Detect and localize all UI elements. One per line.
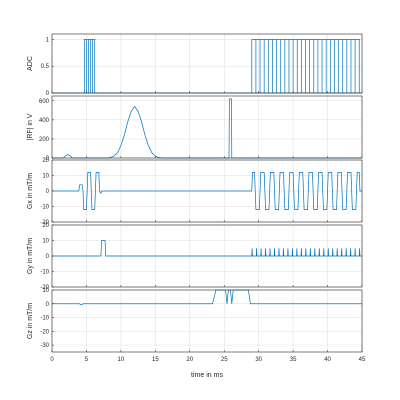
x-tick-label: 5 <box>85 357 89 363</box>
x-tick-label: 30 <box>255 357 262 363</box>
y-tick-label: -10 <box>40 205 49 211</box>
x-tick-label: 40 <box>324 357 331 363</box>
y-tick-label: 10 <box>42 174 49 180</box>
y-tick-label: 0.5 <box>41 64 50 70</box>
y-tick-label: 20 <box>42 158 49 164</box>
y-tick-label: 0 <box>46 156 50 162</box>
x-tick-label: 20 <box>186 357 193 363</box>
x-tick-label: 15 <box>152 357 159 363</box>
y-tick-label: -20 <box>40 329 49 335</box>
y-tick-label: -10 <box>40 316 49 322</box>
series-line-4-1 <box>52 240 362 257</box>
series-line-3-1 <box>52 172 362 210</box>
x-tick-label: 45 <box>359 357 366 363</box>
series-line-1-1 <box>52 39 362 94</box>
subplot-5: -30 -20 -10 0 10 Gz in mT/m <box>27 288 363 353</box>
subplot-3: -20 -10 0 10 20 Gx in mT/m <box>27 158 363 226</box>
subplot-2: 0 200 400 600 |RF| in V <box>27 95 363 162</box>
y-axis-label: |RF| in V <box>27 113 34 140</box>
y-tick-label: 1 <box>46 37 50 43</box>
y-tick-label: 10 <box>42 239 49 245</box>
y-axis-label: Gx in mT/m <box>27 173 34 209</box>
x-tick-label: 35 <box>290 357 297 363</box>
plot-frame <box>51 289 363 353</box>
plot-frame <box>51 33 363 94</box>
subplot-1: 0 0.5 1 ADC <box>27 33 363 97</box>
y-axis-label: ADC <box>27 56 34 71</box>
plot-frame <box>51 95 363 159</box>
y-axis-label: Gz in mT/m <box>27 303 34 339</box>
x-tick-label: 0 <box>50 357 54 363</box>
y-axis-label: Gy in mT/m <box>27 238 34 274</box>
y-tick-label: 400 <box>39 118 50 124</box>
x-axis-label: time in ms <box>191 372 223 379</box>
y-tick-label: -30 <box>40 343 49 349</box>
y-tick-label: 20 <box>42 223 49 229</box>
y-tick-label: 200 <box>39 137 50 143</box>
shared-x-axis: 0 5 10 15 20 25 30 35 40 45 <box>50 357 366 363</box>
y-tick-label: -20 <box>40 220 49 226</box>
x-tick-label: 25 <box>221 357 228 363</box>
y-tick-label: 0 <box>46 91 50 97</box>
x-tick-label: 10 <box>118 357 125 363</box>
y-tick-label: 0 <box>46 254 50 260</box>
y-tick-label: 10 <box>42 288 49 294</box>
subplot-4: -20 -10 0 10 20 Gy in mT/m <box>27 223 363 291</box>
y-tick-label: -20 <box>40 285 49 291</box>
series-line-2-1 <box>52 98 362 159</box>
y-tick-label: 0 <box>46 302 50 308</box>
y-tick-label: 600 <box>39 99 50 105</box>
y-tick-label: -10 <box>40 270 49 276</box>
series-line-5-1 <box>52 289 362 305</box>
y-tick-label: 0 <box>46 189 50 195</box>
